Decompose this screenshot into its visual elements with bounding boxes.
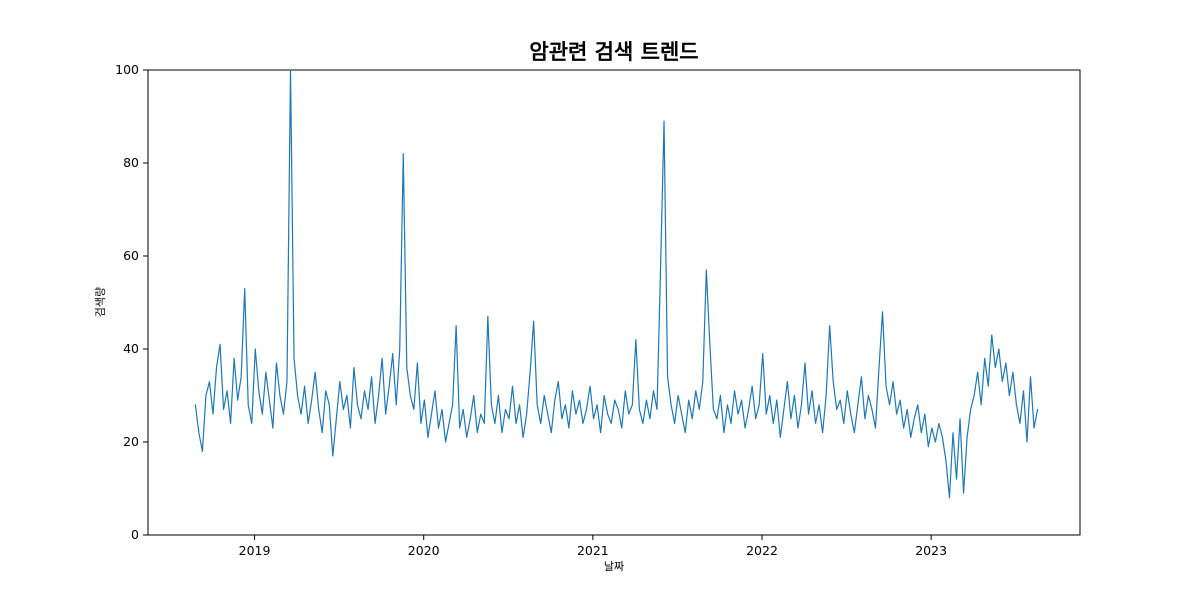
y-tick-label: 60 bbox=[123, 248, 139, 263]
y-tick-label: 20 bbox=[123, 434, 139, 449]
y-tick-label: 0 bbox=[131, 527, 139, 542]
y-tick-label: 80 bbox=[123, 155, 139, 170]
plot-frame bbox=[147, 69, 1081, 536]
x-tick-label: 2023 bbox=[915, 543, 947, 558]
y-tick-label: 40 bbox=[123, 341, 139, 356]
x-tick-label: 2022 bbox=[746, 543, 778, 558]
chart-title: 암관련 검색 트렌드 bbox=[529, 40, 699, 64]
y-axis-label: 검색량 bbox=[94, 286, 107, 318]
x-tick-label: 2021 bbox=[577, 543, 609, 558]
x-axis-label: 날짜 bbox=[603, 560, 625, 573]
search-trend-line bbox=[194, 69, 1039, 499]
x-tick-label: 2019 bbox=[239, 543, 271, 558]
y-tick-label: 100 bbox=[115, 62, 139, 77]
x-tick-label: 2020 bbox=[408, 543, 440, 558]
